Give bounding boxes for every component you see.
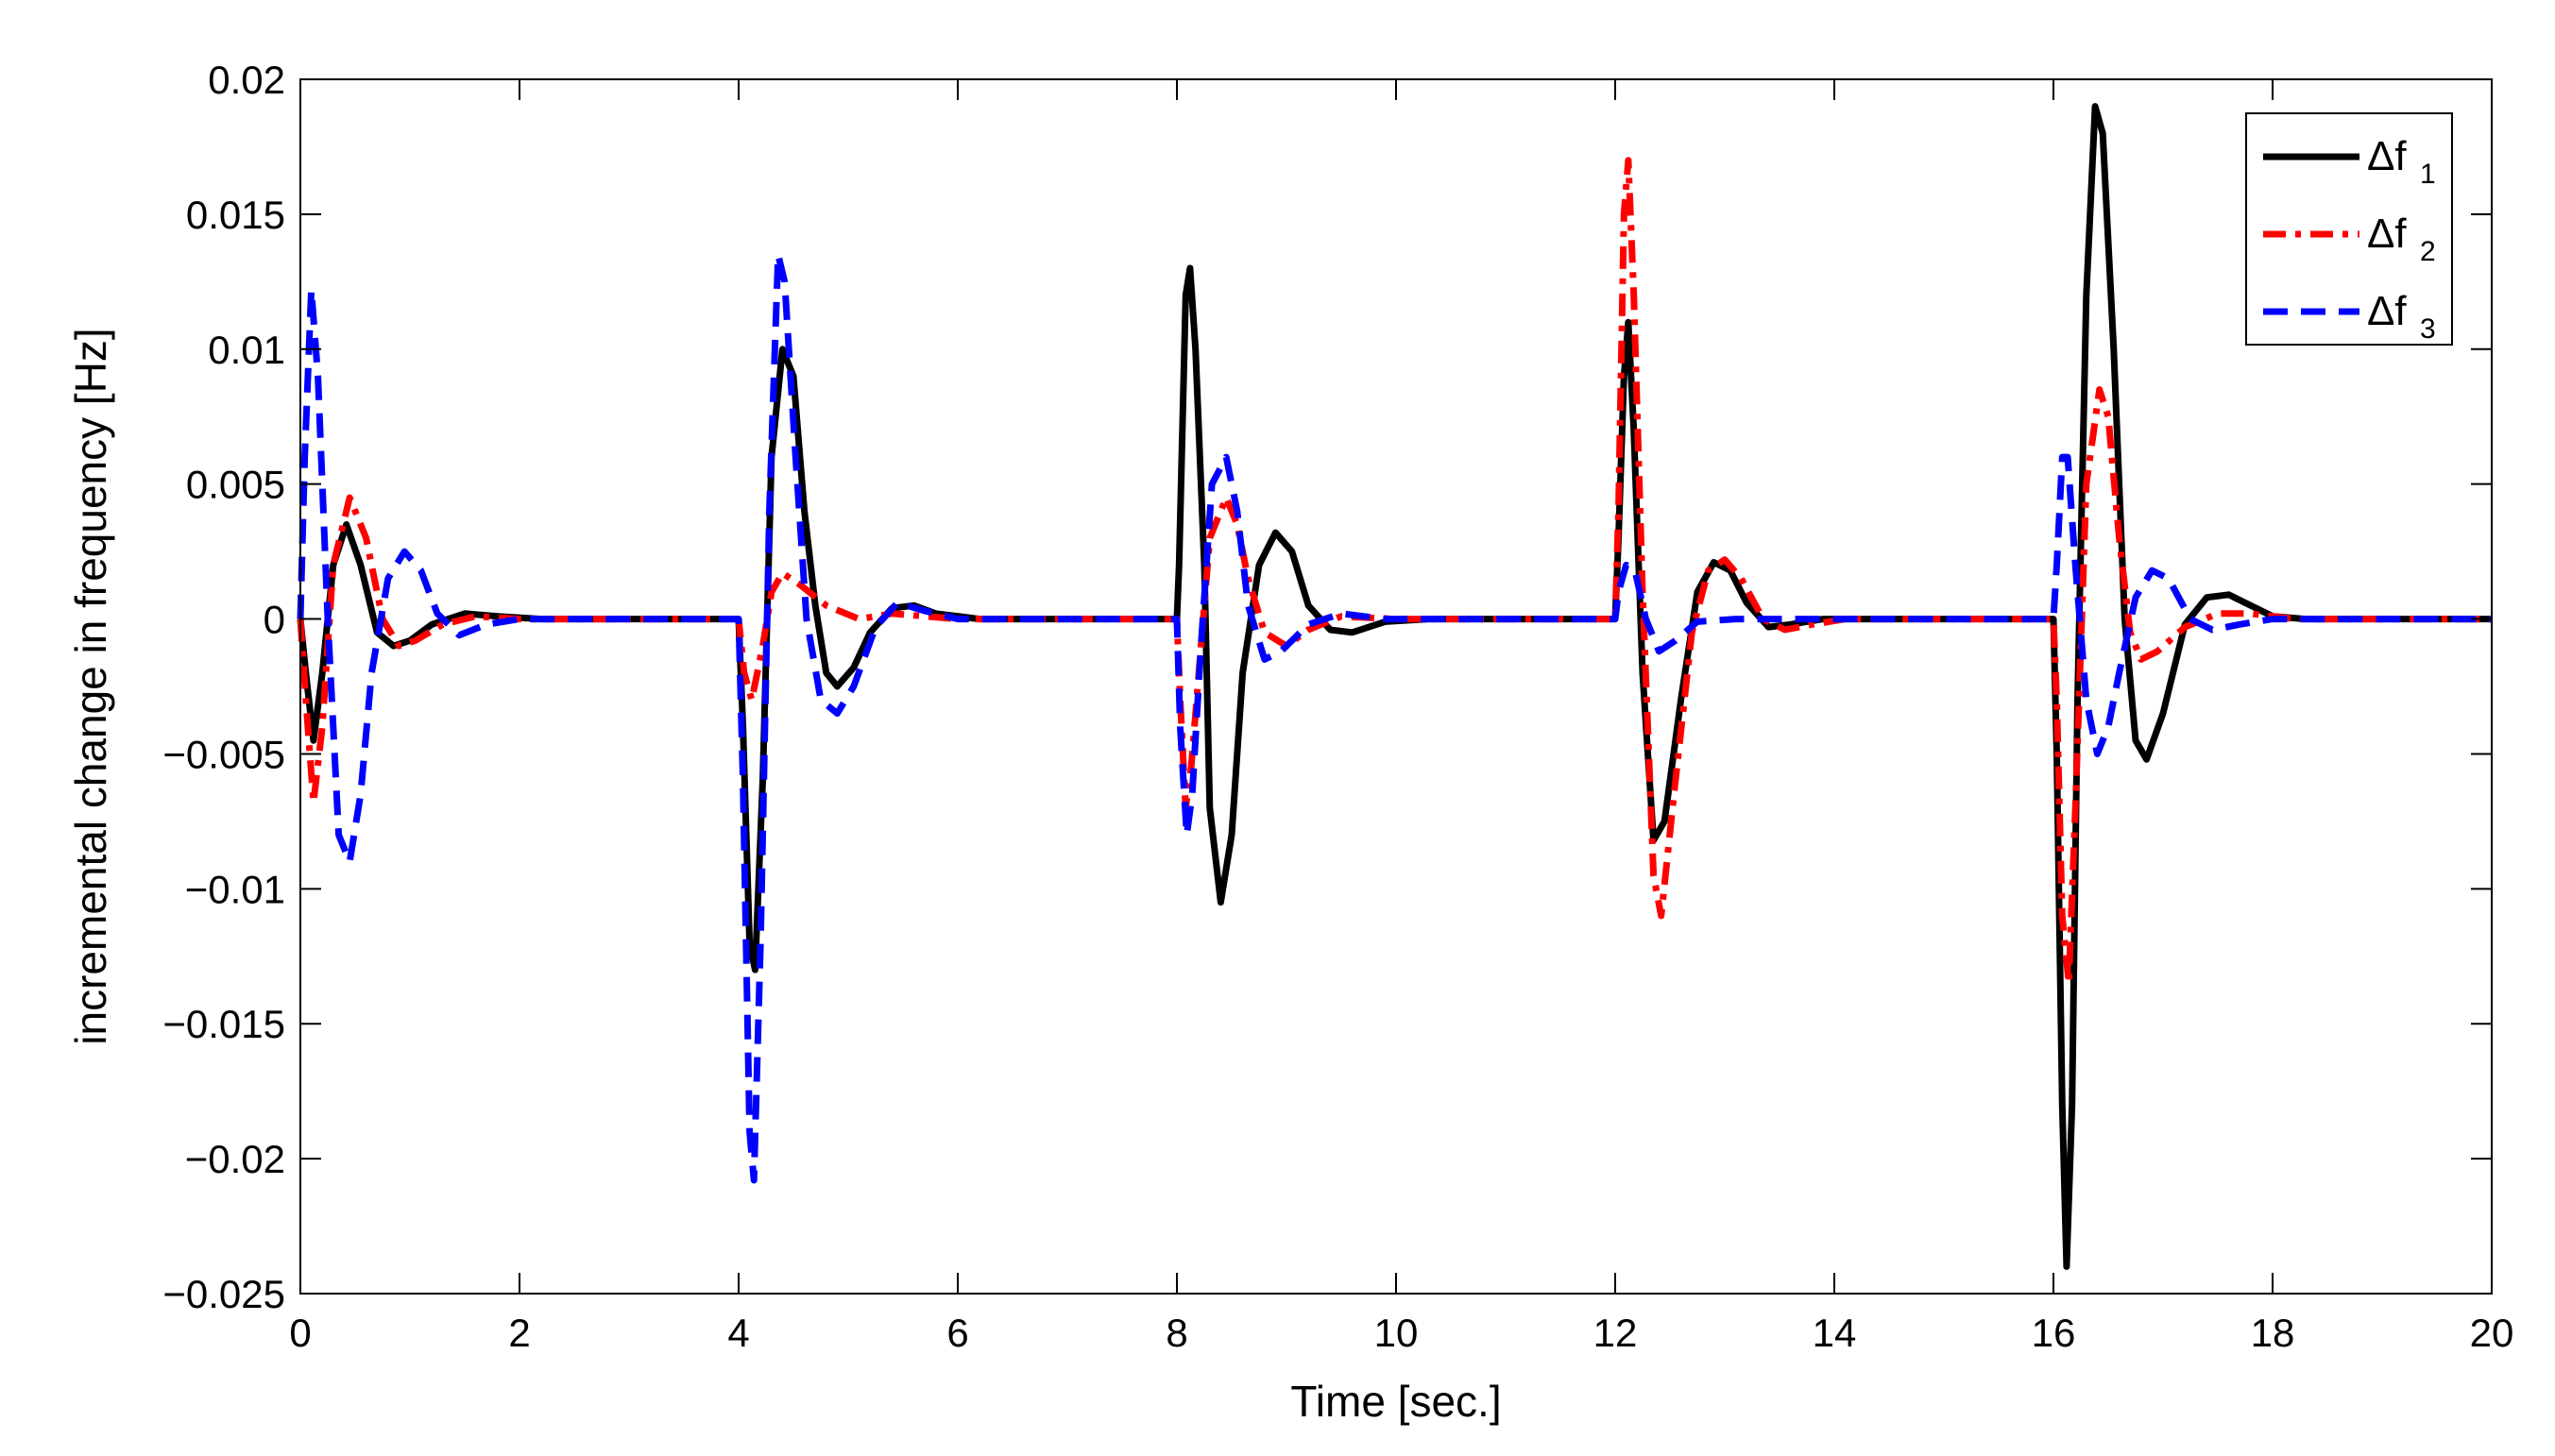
legend-label-3: Δf: [2367, 288, 2407, 334]
y-tick-label: −0.025: [162, 1272, 285, 1316]
tick-layer: 0 2 4 6 8 10 12 14 16 18 200.020.0150.010.0050−0.0…: [162, 58, 2513, 1355]
series-line-2: [297, 157, 2492, 987]
legend-label-subscript-2: 2: [2420, 236, 2436, 267]
legend-label-1: Δf: [2367, 133, 2407, 179]
x-tick-label: 20: [2470, 1311, 2514, 1355]
x-tick-label: 10: [1374, 1311, 1419, 1355]
x-tick-label: 2: [508, 1311, 530, 1355]
x-tick-label: 4: [727, 1311, 749, 1355]
series-line-3: [297, 251, 2492, 1184]
legend: Δf 1 Δf 2 Δf 3: [2245, 112, 2453, 346]
x-tick-label: 12: [1593, 1311, 1638, 1355]
x-tick-label: 0: [289, 1311, 311, 1355]
x-tick-label: 8: [1166, 1311, 1187, 1355]
y-axis-label: incremental change in frequency [Hz]: [66, 328, 115, 1044]
x-tick-label: 6: [946, 1311, 968, 1355]
x-tick-label: 14: [1813, 1311, 1857, 1355]
x-tick-label: 16: [2032, 1311, 2076, 1355]
legend-label-2: Δf: [2367, 211, 2407, 257]
series-layer: [297, 103, 2492, 1270]
y-tick-label: −0.02: [185, 1137, 285, 1181]
y-tick-label: 0.02: [208, 58, 285, 102]
y-tick-label: 0.005: [186, 463, 285, 507]
legend-box: [2245, 112, 2453, 346]
y-tick-label: 0.01: [208, 328, 285, 372]
y-tick-label: −0.005: [162, 732, 285, 776]
y-tick-label: −0.015: [162, 1002, 285, 1046]
y-tick-label: −0.01: [185, 867, 285, 911]
x-tick-label: 18: [2251, 1311, 2295, 1355]
x-axis-label: Time [sec.]: [1290, 1377, 1501, 1426]
y-tick-label: 0: [264, 598, 285, 642]
y-tick-label: 0.015: [186, 193, 285, 237]
legend-label-subscript-1: 1: [2420, 159, 2436, 190]
legend-label-subscript-3: 3: [2420, 313, 2436, 345]
